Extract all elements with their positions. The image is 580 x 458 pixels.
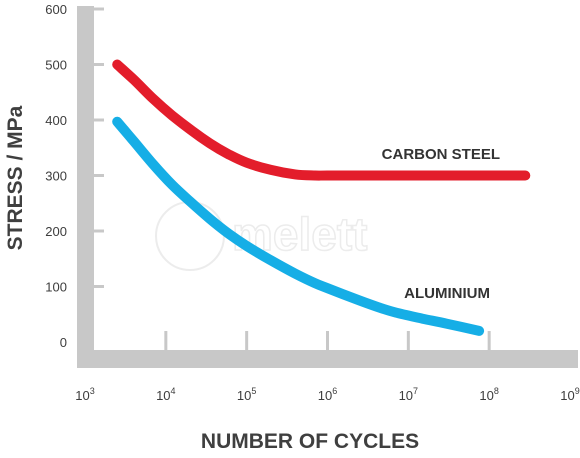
y-tick-mark (94, 63, 104, 66)
x-tick-marks (164, 331, 491, 350)
x-tick-labels: 103 104 105 106 107 108 109 (75, 386, 579, 403)
x-tick-mark (487, 331, 491, 350)
x-tick-mark (326, 331, 329, 350)
y-tick-mark (94, 174, 104, 177)
x-tick-label: 103 (75, 386, 94, 403)
x-tick-label: 106 (318, 386, 337, 403)
series-lines (112, 59, 531, 336)
y-tick-mark (94, 7, 104, 11)
x-tick-mark (164, 331, 168, 350)
x-axis-label: NUMBER OF CYCLES (201, 430, 419, 453)
y-tick-label: 500 (45, 58, 67, 73)
y-tick-label: 100 (45, 280, 67, 295)
y-tick-mark (94, 118, 104, 122)
y-tick-label: 200 (45, 224, 67, 239)
series-labels: CARBON STEEL ALUMINIUM (382, 146, 500, 302)
watermark-logo-icon (155, 201, 225, 271)
x-tick-label: 105 (237, 386, 256, 403)
x-tick-label: 107 (399, 386, 418, 403)
y-tick-labels: 0 100 200 300 400 500 600 (45, 2, 104, 350)
x-tick-label: 104 (156, 386, 175, 403)
x-tick-label: 108 (479, 386, 498, 403)
series-line-aluminium (112, 116, 485, 336)
y-axis-bar (77, 6, 94, 368)
x-tick-mark (406, 331, 410, 350)
y-tick-label: 300 (45, 169, 67, 184)
series-label-carbon-steel: CARBON STEEL (382, 146, 500, 163)
y-axis-label: STRESS / MPa (4, 105, 27, 250)
x-axis-bar (77, 350, 578, 368)
y-tick-mark (94, 229, 104, 233)
x-tick-mark (245, 331, 249, 350)
y-tick-label: 0 (60, 335, 67, 350)
x-tick-label: 109 (560, 386, 579, 403)
y-tick-label: 400 (45, 113, 67, 128)
series-label-aluminium: ALUMINIUM (404, 285, 490, 302)
y-tick-label: 600 (45, 2, 67, 17)
series-line-carbon-steel (112, 59, 531, 181)
y-tick-mark (94, 285, 104, 288)
